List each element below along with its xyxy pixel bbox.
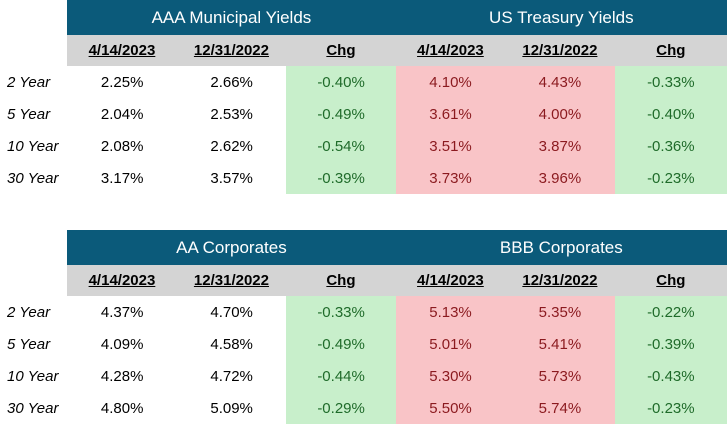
cell-value: 5.01% <box>395 328 506 360</box>
cell-change: -0.54% <box>286 130 396 162</box>
cell-change: -0.33% <box>286 296 396 328</box>
cell-change: -0.40% <box>286 66 396 98</box>
cell-value: 2.66% <box>210 73 253 91</box>
row-label: 10 Year <box>7 367 59 385</box>
cell-change: -0.49% <box>286 98 396 130</box>
cell-change: -0.39% <box>286 162 396 194</box>
cell-value: 3.57% <box>210 169 253 187</box>
table-row: 30 Year 3.17% 3.57% -0.39% 3.73% 3.96% -… <box>0 162 727 194</box>
column-header-row: 4/14/2023 12/31/2022 Chg 4/14/2023 12/31… <box>0 35 727 66</box>
row-label: 30 Year <box>7 169 59 187</box>
cell-value: 3.61% <box>395 98 506 130</box>
cell-value: 3.51% <box>395 130 506 162</box>
row-label: 2 Year <box>7 73 51 91</box>
cell-change: -0.49% <box>286 328 396 360</box>
column-header-date-prior: 12/31/2022 <box>505 35 615 66</box>
row-label: 30 Year <box>7 399 59 417</box>
cell-value: 2.25% <box>100 73 144 91</box>
table-row: 2 Year 4.37% 4.70% -0.33% 5.13% 5.35% -0… <box>0 296 727 328</box>
cell-change: -0.33% <box>614 66 727 98</box>
cell-value: 4.80% <box>100 399 144 417</box>
cell-value: 3.73% <box>395 162 506 194</box>
group-header-row: AAA Municipal Yields US Treasury Yields <box>0 0 727 35</box>
cell-value: 2.62% <box>210 137 253 155</box>
row-label: 5 Year <box>7 105 51 123</box>
column-header-date-prior: 12/31/2022 <box>176 35 287 66</box>
column-header-row: 4/14/2023 12/31/2022 Chg 4/14/2023 12/31… <box>0 265 727 296</box>
cell-value: 5.35% <box>505 296 615 328</box>
group-header-bbb-corporates: BBB Corporates <box>395 230 727 265</box>
cell-value: 2.08% <box>100 137 144 155</box>
column-header-date-current: 4/14/2023 <box>67 35 177 66</box>
column-header-date-current: 4/14/2023 <box>395 265 506 296</box>
cell-change: -0.44% <box>286 360 396 392</box>
cell-change: -0.23% <box>614 162 727 194</box>
cell-value: 4.09% <box>100 335 144 353</box>
yields-table-corporates: AA Corporates BBB Corporates 4/14/2023 1… <box>0 230 727 424</box>
column-header-change: Chg <box>614 265 727 296</box>
cell-value: 4.58% <box>210 335 253 353</box>
cell-change: -0.40% <box>614 98 727 130</box>
column-header-change: Chg <box>614 35 727 66</box>
column-header-date-prior: 12/31/2022 <box>505 265 615 296</box>
cell-value: 4.37% <box>100 303 144 321</box>
cell-change: -0.36% <box>614 130 727 162</box>
cell-value: 4.70% <box>210 303 253 321</box>
table-row: 10 Year 2.08% 2.62% -0.54% 3.51% 3.87% -… <box>0 130 727 162</box>
cell-change: -0.29% <box>286 392 396 424</box>
column-header-date-current: 4/14/2023 <box>395 35 506 66</box>
group-header-aaa-municipal: AAA Municipal Yields <box>67 0 396 35</box>
cell-value: 3.17% <box>100 169 144 187</box>
yields-table-municipal-treasury: AAA Municipal Yields US Treasury Yields … <box>0 0 727 194</box>
cell-value: 4.72% <box>210 367 253 385</box>
table-row: 10 Year 4.28% 4.72% -0.44% 5.30% 5.73% -… <box>0 360 727 392</box>
table-row: 2 Year 2.25% 2.66% -0.40% 4.10% 4.43% -0… <box>0 66 727 98</box>
table-row: 30 Year 4.80% 5.09% -0.29% 5.50% 5.74% -… <box>0 392 727 424</box>
cell-value: 4.00% <box>505 98 615 130</box>
cell-change: -0.39% <box>614 328 727 360</box>
cell-value: 3.96% <box>505 162 615 194</box>
cell-value: 3.87% <box>505 130 615 162</box>
group-header-row: AA Corporates BBB Corporates <box>0 230 727 265</box>
row-label: 2 Year <box>7 303 51 321</box>
column-header-change: Chg <box>286 35 396 66</box>
cell-value: 4.28% <box>100 367 144 385</box>
cell-value: 5.73% <box>505 360 615 392</box>
cell-value: 5.41% <box>505 328 615 360</box>
cell-value: 5.09% <box>210 399 253 417</box>
group-header-aa-corporates: AA Corporates <box>67 230 396 265</box>
cell-change: -0.22% <box>614 296 727 328</box>
cell-value: 2.53% <box>210 105 253 123</box>
column-header-date-current: 4/14/2023 <box>67 265 177 296</box>
cell-value: 5.30% <box>395 360 506 392</box>
column-header-date-prior: 12/31/2022 <box>176 265 287 296</box>
table-row: 5 Year 2.04% 2.53% -0.49% 3.61% 4.00% -0… <box>0 98 727 130</box>
column-header-change: Chg <box>286 265 396 296</box>
cell-value: 5.74% <box>505 392 615 424</box>
row-label: 5 Year <box>7 335 51 353</box>
cell-value: 2.04% <box>100 105 144 123</box>
table-row: 5 Year 4.09% 4.58% -0.49% 5.01% 5.41% -0… <box>0 328 727 360</box>
group-header-us-treasury: US Treasury Yields <box>395 0 727 35</box>
cell-value: 4.10% <box>395 66 506 98</box>
cell-value: 5.50% <box>395 392 506 424</box>
cell-change: -0.23% <box>614 392 727 424</box>
cell-change: -0.43% <box>614 360 727 392</box>
cell-value: 4.43% <box>505 66 615 98</box>
cell-value: 5.13% <box>395 296 506 328</box>
row-label: 10 Year <box>7 137 59 155</box>
